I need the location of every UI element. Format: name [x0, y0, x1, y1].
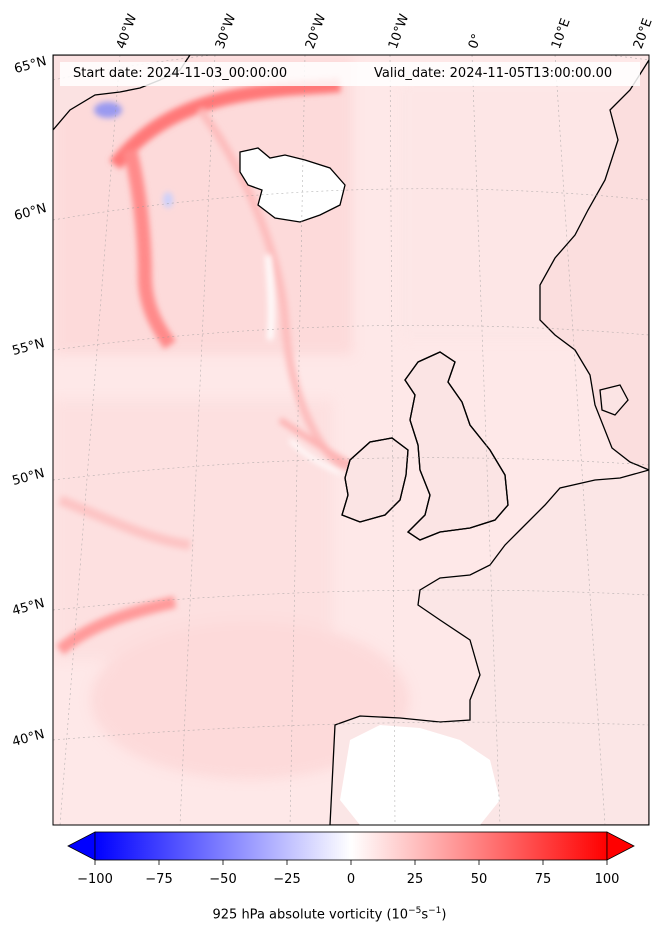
cbar-tick-label: 25 [406, 872, 424, 887]
map-frame [52, 54, 650, 826]
coastlines [53, 55, 649, 825]
cbar-tick-label: 100 [594, 872, 620, 887]
colorbar-label: 925 hPa absolute vorticity (10−5s−1) [0, 906, 659, 922]
cbar-tick-label: 0 [346, 872, 356, 887]
colorbar-label-prefix: 925 hPa absolute vorticity (10 [212, 907, 409, 923]
colorbar [67, 831, 635, 865]
vorticity-maxima [56, 78, 391, 655]
cbar-tick-label: −75 [145, 872, 173, 887]
cbar-tick-label: −25 [273, 872, 301, 887]
colorbar-label-mid: s [421, 907, 429, 923]
cbar-tick-label: −50 [209, 872, 237, 887]
iceland [239, 147, 346, 223]
iberian-peninsula [340, 725, 500, 825]
cbar-tick-label: −100 [77, 872, 113, 887]
cbar-tick-label: 50 [470, 872, 488, 887]
valid-date-label: Valid_date: 2024-11-05T13:00:00.00 [374, 66, 613, 81]
colorbar-label-exp2: −1 [428, 906, 442, 916]
scandinavia [539, 58, 649, 471]
start-date-label: Start date: 2024-11-03_00:00:00 [73, 66, 288, 81]
cbar-tick-label: 75 [534, 872, 552, 887]
graticule [53, 55, 649, 825]
colorbar-label-exp1: −5 [408, 906, 422, 916]
colorbar-label-suffix: ) [441, 907, 447, 923]
